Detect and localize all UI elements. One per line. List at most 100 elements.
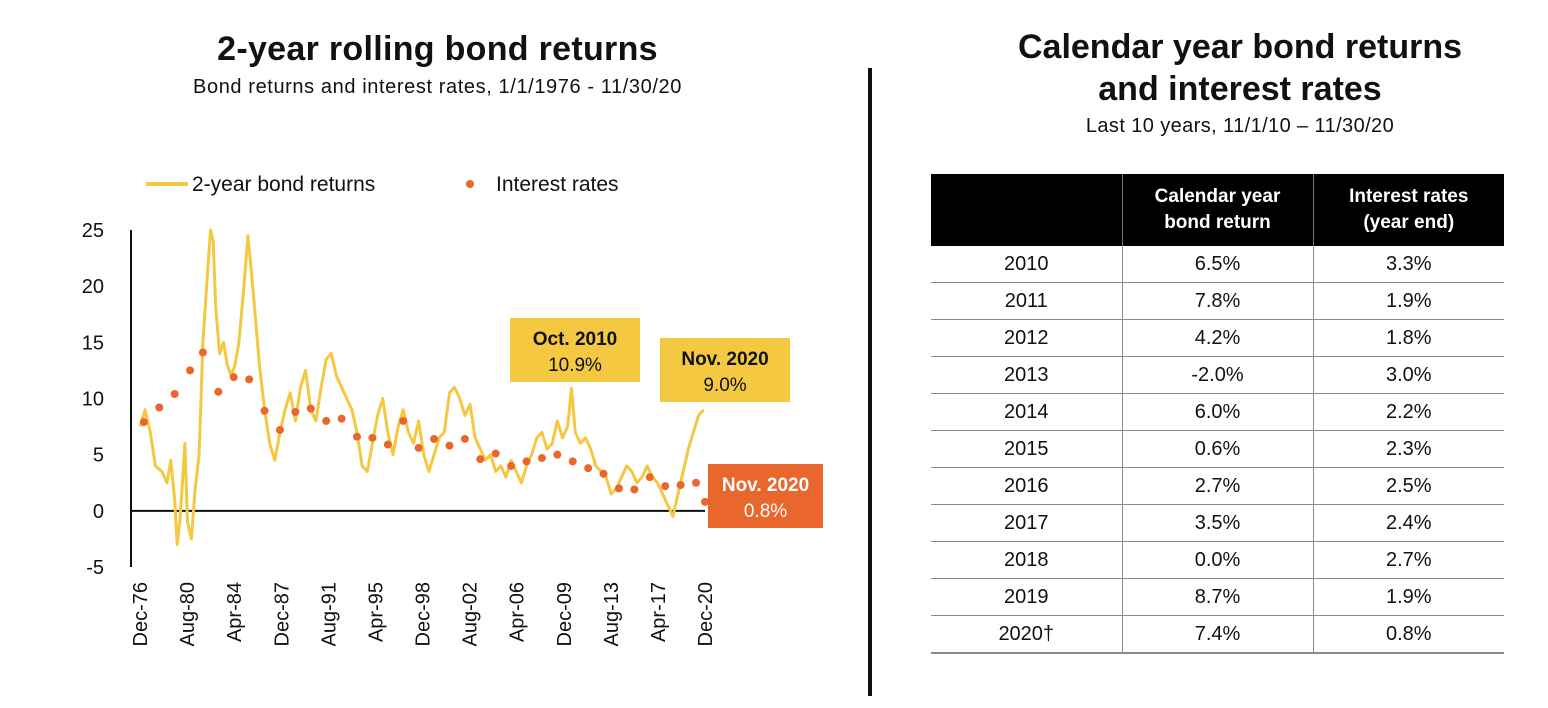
rate-point [275, 425, 284, 434]
cell-bond-return: 7.8% [1121, 282, 1313, 320]
chart-subtitle: Bond returns and interest rates, 1/1/197… [193, 76, 682, 98]
cell-interest-rate: 2.2% [1312, 393, 1504, 431]
rate-point [599, 469, 608, 478]
cell-year: 2018 [931, 541, 1122, 579]
table-row: 2015 0.6% 2.3% [931, 430, 1504, 468]
rate-point [645, 473, 654, 482]
rate-point [214, 387, 223, 396]
table-title: Calendar year bond returns and interest … [905, 26, 1548, 110]
callout-oct-2010-value: 10.9% [548, 355, 602, 376]
rate-point [460, 434, 469, 443]
x-tick-label: Apr-17 [648, 582, 670, 642]
rate-point [445, 441, 454, 450]
rate-point [139, 418, 148, 427]
cell-interest-rate: 3.3% [1312, 246, 1504, 283]
rate-point [676, 480, 685, 489]
rate-point [170, 390, 179, 399]
legend-label-rates: Interest rates [496, 173, 619, 196]
callout-nov-2020-returns: Nov. 2020 9.0% [660, 338, 790, 402]
rate-point [491, 449, 500, 458]
table-row: 2019 8.7% 1.9% [931, 578, 1504, 616]
x-tick-label: Dec-09 [554, 582, 576, 646]
cell-bond-return: 6.5% [1121, 246, 1313, 283]
annotations: Oct. 2010 10.9% Nov. 2020 9.0% Nov. 2020 0.8% [510, 318, 823, 528]
rate-point [186, 366, 195, 375]
chart-title: 2-year rolling bond returns [217, 30, 658, 68]
callout-nov-2020-returns-box [660, 338, 790, 402]
cell-year: 2017 [931, 504, 1122, 542]
rate-point [701, 497, 709, 506]
table-row: 2011 7.8% 1.9% [931, 282, 1504, 320]
cell-year: 2020† [931, 615, 1122, 654]
header-bond-return: Calendar year bond return [1121, 174, 1313, 246]
series-line-bond-returns [138, 228, 705, 546]
cell-year: 2019 [931, 578, 1122, 616]
cell-interest-rate: 2.4% [1312, 504, 1504, 542]
cell-interest-rate: 1.9% [1312, 578, 1504, 616]
rate-point [353, 432, 362, 441]
cell-bond-return: 0.6% [1121, 430, 1313, 468]
header-bond-return-line1: Calendar year [1154, 186, 1281, 207]
table-row: 2014 6.0% 2.2% [931, 393, 1504, 431]
cell-bond-return: 6.0% [1121, 393, 1313, 431]
x-tick-label: Apr-95 [365, 582, 387, 642]
callout-nov-2020-rates-box [708, 464, 823, 528]
table-header-row: Calendar year bond return Interest rates… [931, 174, 1504, 246]
rate-point [568, 457, 577, 466]
cell-year: 2010 [931, 246, 1122, 283]
rate-point [198, 348, 207, 357]
callout-nov-2020-returns-label: Nov. 2020 [681, 349, 768, 370]
rate-point [368, 433, 377, 442]
rate-point [537, 454, 546, 463]
legend-dot-swatch [466, 180, 474, 188]
x-tick-label: Dec-87 [271, 582, 293, 646]
table-row: 2012 4.2% 1.8% [931, 319, 1504, 357]
cell-interest-rate: 2.5% [1312, 467, 1504, 505]
table-row: 2018 0.0% 2.7% [931, 541, 1504, 579]
table-row: 2013 -2.0% 3.0% [931, 356, 1504, 394]
callout-oct-2010: Oct. 2010 10.9% [510, 318, 640, 382]
rate-point [291, 407, 300, 416]
rate-point [260, 406, 269, 415]
rate-point [692, 478, 701, 487]
table-row: 2017 3.5% 2.4% [931, 504, 1504, 542]
rate-point [245, 375, 254, 384]
rate-point [337, 414, 346, 423]
cell-interest-rate: 1.9% [1312, 282, 1504, 320]
cell-year: 2013 [931, 356, 1122, 394]
table-row: 2010 6.5% 3.3% [931, 246, 1504, 283]
rate-point [661, 482, 670, 491]
cell-bond-return: 2.7% [1121, 467, 1313, 505]
cell-bond-return: 7.4% [1121, 615, 1313, 654]
rate-point [155, 403, 164, 412]
header-year [931, 174, 1122, 246]
x-axis: Dec-76 Aug-80 Apr-84 Dec-87 Aug-91 Apr-95 Dec-… [130, 509, 717, 647]
table-body: 2010 6.5% 3.3% 2011 7.8% 1.9% 2012 4.2% 1.8% 2013… [931, 246, 1504, 654]
chart-legend: 2-year bond returns Interest rates [146, 173, 619, 196]
rolling-returns-chart: 2-year bond returns Interest rates 25 20 1… [82, 173, 823, 647]
cell-interest-rate: 1.8% [1312, 319, 1504, 357]
x-tick-label: Aug-13 [601, 582, 623, 647]
rate-point [553, 450, 562, 459]
returns-table: Calendar year bond return Interest rates… [931, 174, 1504, 654]
cell-year: 2012 [931, 319, 1122, 357]
x-tick-label: Dec-20 [695, 582, 717, 646]
y-tick-label: 15 [82, 332, 104, 354]
x-tick-label: Dec-76 [130, 582, 152, 646]
y-tick-label: 5 [93, 445, 104, 467]
rate-point [383, 440, 392, 449]
callout-nov-2020-returns-value: 9.0% [703, 375, 746, 396]
rate-point [414, 443, 423, 452]
cell-bond-return: 8.7% [1121, 578, 1313, 616]
cell-interest-rate: 0.8% [1312, 615, 1504, 654]
callout-nov-2020-rates-label: Nov. 2020 [722, 475, 809, 496]
x-tick-label: Aug-80 [177, 582, 199, 647]
table-title-line2: and interest rates [1098, 70, 1382, 108]
rate-point [399, 416, 408, 425]
x-tick-label: Apr-06 [507, 582, 529, 642]
header-bond-return-line2: bond return [1164, 212, 1271, 233]
y-tick-label: 20 [82, 276, 104, 298]
cell-year: 2016 [931, 467, 1122, 505]
rate-point [507, 461, 516, 470]
rate-point [306, 404, 315, 413]
